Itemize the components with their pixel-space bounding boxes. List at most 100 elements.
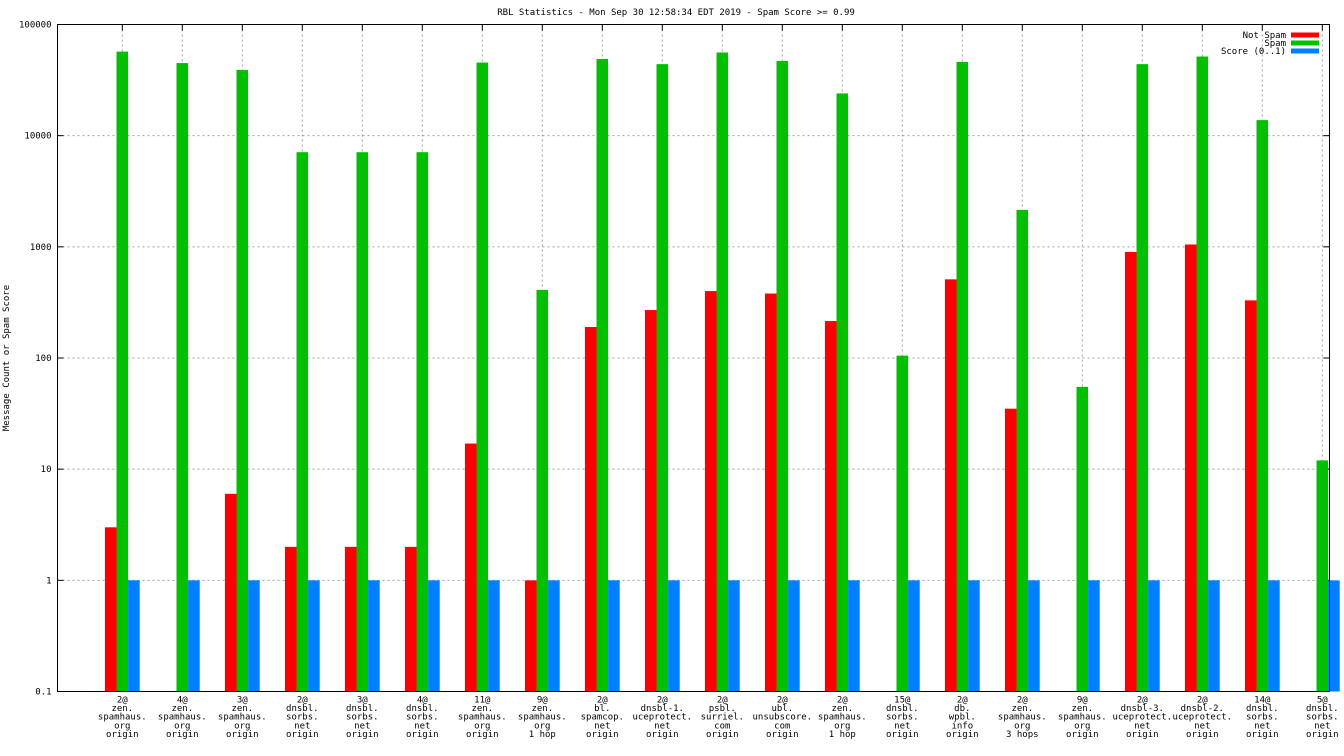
x-category-label-line: dnsbl.: [886, 704, 919, 714]
x-category-label-line: 2@: [597, 696, 608, 706]
x-category-label-line: dnsbl.: [286, 704, 319, 714]
x-category-label-line: spamhaus.: [998, 713, 1047, 723]
plot-frame: [57, 24, 1330, 692]
x-category-label-line: 14@: [1254, 696, 1271, 706]
x-category-label-line: dnsbl.: [1246, 704, 1279, 714]
bar-spam: [1256, 120, 1269, 692]
x-category-label-line: spamhaus.: [1058, 713, 1107, 723]
bar-spam: [776, 60, 789, 692]
x-category-label-line: 3@: [237, 696, 248, 706]
x-category-label-line: zen.: [831, 704, 853, 714]
x-category-label-line: 9@: [537, 696, 548, 706]
x-category-label-line: 2@: [837, 696, 848, 706]
x-category-label-line: origin: [166, 730, 199, 740]
x-category-label-line: org: [534, 721, 550, 731]
x-category-label-line: sorbs.: [1306, 713, 1339, 723]
x-category-label-line: 2@: [297, 696, 308, 706]
x-category-label-line: 2@: [777, 696, 788, 706]
x-category-label-line: origin: [586, 730, 619, 740]
x-category-label-line: zen.: [471, 704, 493, 714]
x-category-label-line: zen.: [1011, 704, 1033, 714]
x-category-label-line: spamhaus.: [98, 713, 147, 723]
bar-spam: [476, 62, 489, 692]
bar-score: [1208, 580, 1220, 692]
x-category-label-line: dnsbl-3.: [1121, 704, 1164, 714]
bar-score: [428, 580, 440, 692]
bar-not-spam: [224, 493, 237, 692]
x-category-label-line: sorbs.: [346, 713, 379, 723]
bar-spam: [536, 289, 549, 692]
bar-score: [188, 580, 200, 692]
bar-spam: [236, 69, 249, 692]
chart-title: RBL Statistics - Mon Sep 30 12:58:34 EDT…: [497, 8, 855, 18]
x-category-label-line: zen.: [111, 704, 133, 714]
x-category-label-line: spamhaus.: [458, 713, 507, 723]
bar-not-spam: [524, 580, 537, 692]
bar-score: [1148, 580, 1160, 692]
x-category-label-line: sorbs.: [1246, 713, 1279, 723]
x-category-label-line: origin: [466, 730, 499, 740]
x-category-label-line: uceprotect.: [1112, 713, 1172, 723]
x-category-label-line: 2@: [1017, 696, 1028, 706]
x-category-label-line: bl.: [594, 704, 610, 714]
x-category-label-line: origin: [766, 730, 799, 740]
x-category-label-line: origin: [1186, 730, 1219, 740]
bar-not-spam: [104, 527, 117, 692]
bar-score: [788, 580, 800, 692]
x-category-label-line: 2@: [657, 696, 668, 706]
bar-not-spam: [1244, 300, 1257, 692]
y-tick-label: 10000: [24, 132, 51, 142]
x-category-label-line: dnsbl.: [1306, 704, 1339, 714]
bar-spam: [596, 58, 609, 692]
x-category-label-line: origin: [286, 730, 319, 740]
x-category-label-line: dnsbl.: [406, 704, 439, 714]
bar-not-spam: [284, 546, 297, 692]
bar-score: [728, 580, 740, 692]
x-category-label-line: origin: [106, 730, 139, 740]
x-category-label-line: net: [1314, 721, 1330, 731]
x-category-label-line: 2@: [957, 696, 968, 706]
bar-spam: [956, 61, 969, 692]
x-category-label-line: dnsbl-1.: [641, 704, 684, 714]
bar-score: [968, 580, 980, 692]
x-category-label-line: origin: [1246, 730, 1279, 740]
x-category-label-line: org: [114, 721, 130, 731]
y-tick-label: 10: [41, 465, 52, 475]
x-category-label-line: net: [894, 721, 910, 731]
x-category-label-line: 9@: [1077, 696, 1088, 706]
bar-not-spam: [404, 546, 417, 692]
x-category-label-line: 11@: [474, 696, 491, 706]
bar-not-spam: [1124, 251, 1137, 692]
x-category-label-line: spamhaus.: [818, 713, 867, 723]
x-category-label-line: origin: [346, 730, 379, 740]
bar-spam: [656, 64, 669, 692]
x-category-label-line: dnsbl-2.: [1181, 704, 1224, 714]
x-category-label-line: net: [1194, 721, 1210, 731]
legend-label-spam: Spam: [1264, 39, 1286, 49]
legend-swatch-score: [1291, 48, 1319, 54]
x-category-label-line: net: [1254, 721, 1270, 731]
x-category-label-line: surriel.: [701, 713, 744, 723]
x-category-label-line: 4@: [417, 696, 428, 706]
x-category-label-line: com: [774, 721, 790, 731]
x-category-label-line: net: [594, 721, 610, 731]
bar-spam: [416, 152, 429, 692]
y-tick-label: 0.1: [35, 688, 51, 698]
x-category-label-line: origin: [706, 730, 739, 740]
x-category-label-line: net: [654, 721, 670, 731]
x-category-label-line: org: [474, 721, 490, 731]
x-category-label-line: 15@: [894, 696, 911, 706]
